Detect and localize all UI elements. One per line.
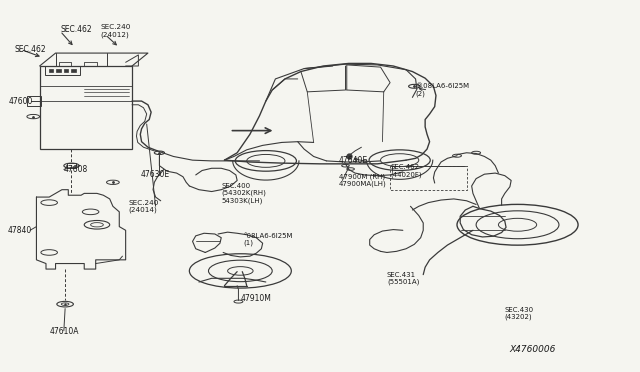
Text: SEC.430
(43202): SEC.430 (43202) xyxy=(505,307,534,320)
Text: SEC.431
(55501A): SEC.431 (55501A) xyxy=(387,272,419,285)
Bar xyxy=(49,68,53,72)
Text: 47910M: 47910M xyxy=(241,294,271,303)
Text: X4760006: X4760006 xyxy=(509,345,556,354)
Text: 47600: 47600 xyxy=(9,97,33,106)
Text: SEC.462
(44020F): SEC.462 (44020F) xyxy=(390,164,422,178)
Bar xyxy=(64,68,68,72)
Bar xyxy=(72,68,76,72)
Text: 47610A: 47610A xyxy=(49,327,79,336)
Text: 47900M (RH)
47900MA(LH): 47900M (RH) 47900MA(LH) xyxy=(339,173,387,187)
Text: SEC.240
(24014): SEC.240 (24014) xyxy=(129,199,159,213)
Text: SEC.400
(54302K(RH)
54303K(LH): SEC.400 (54302K(RH) 54303K(LH) xyxy=(221,183,266,204)
Text: SEC.240
(24012): SEC.240 (24012) xyxy=(100,24,131,38)
Bar xyxy=(27,96,41,106)
Bar xyxy=(56,68,61,72)
Bar xyxy=(40,66,132,149)
Text: 47840: 47840 xyxy=(8,226,32,235)
Text: ®08LA6-6I25M
(2): ®08LA6-6I25M (2) xyxy=(415,83,468,97)
Text: 47630E: 47630E xyxy=(140,170,170,179)
Text: SEC.462: SEC.462 xyxy=(14,45,45,54)
Text: SEC.462: SEC.462 xyxy=(60,25,92,33)
Text: °08LA6-6I25M
(1): °08LA6-6I25M (1) xyxy=(244,233,293,246)
Text: 47640E: 47640E xyxy=(339,155,368,165)
Bar xyxy=(45,66,80,75)
Text: 47608: 47608 xyxy=(64,165,88,174)
